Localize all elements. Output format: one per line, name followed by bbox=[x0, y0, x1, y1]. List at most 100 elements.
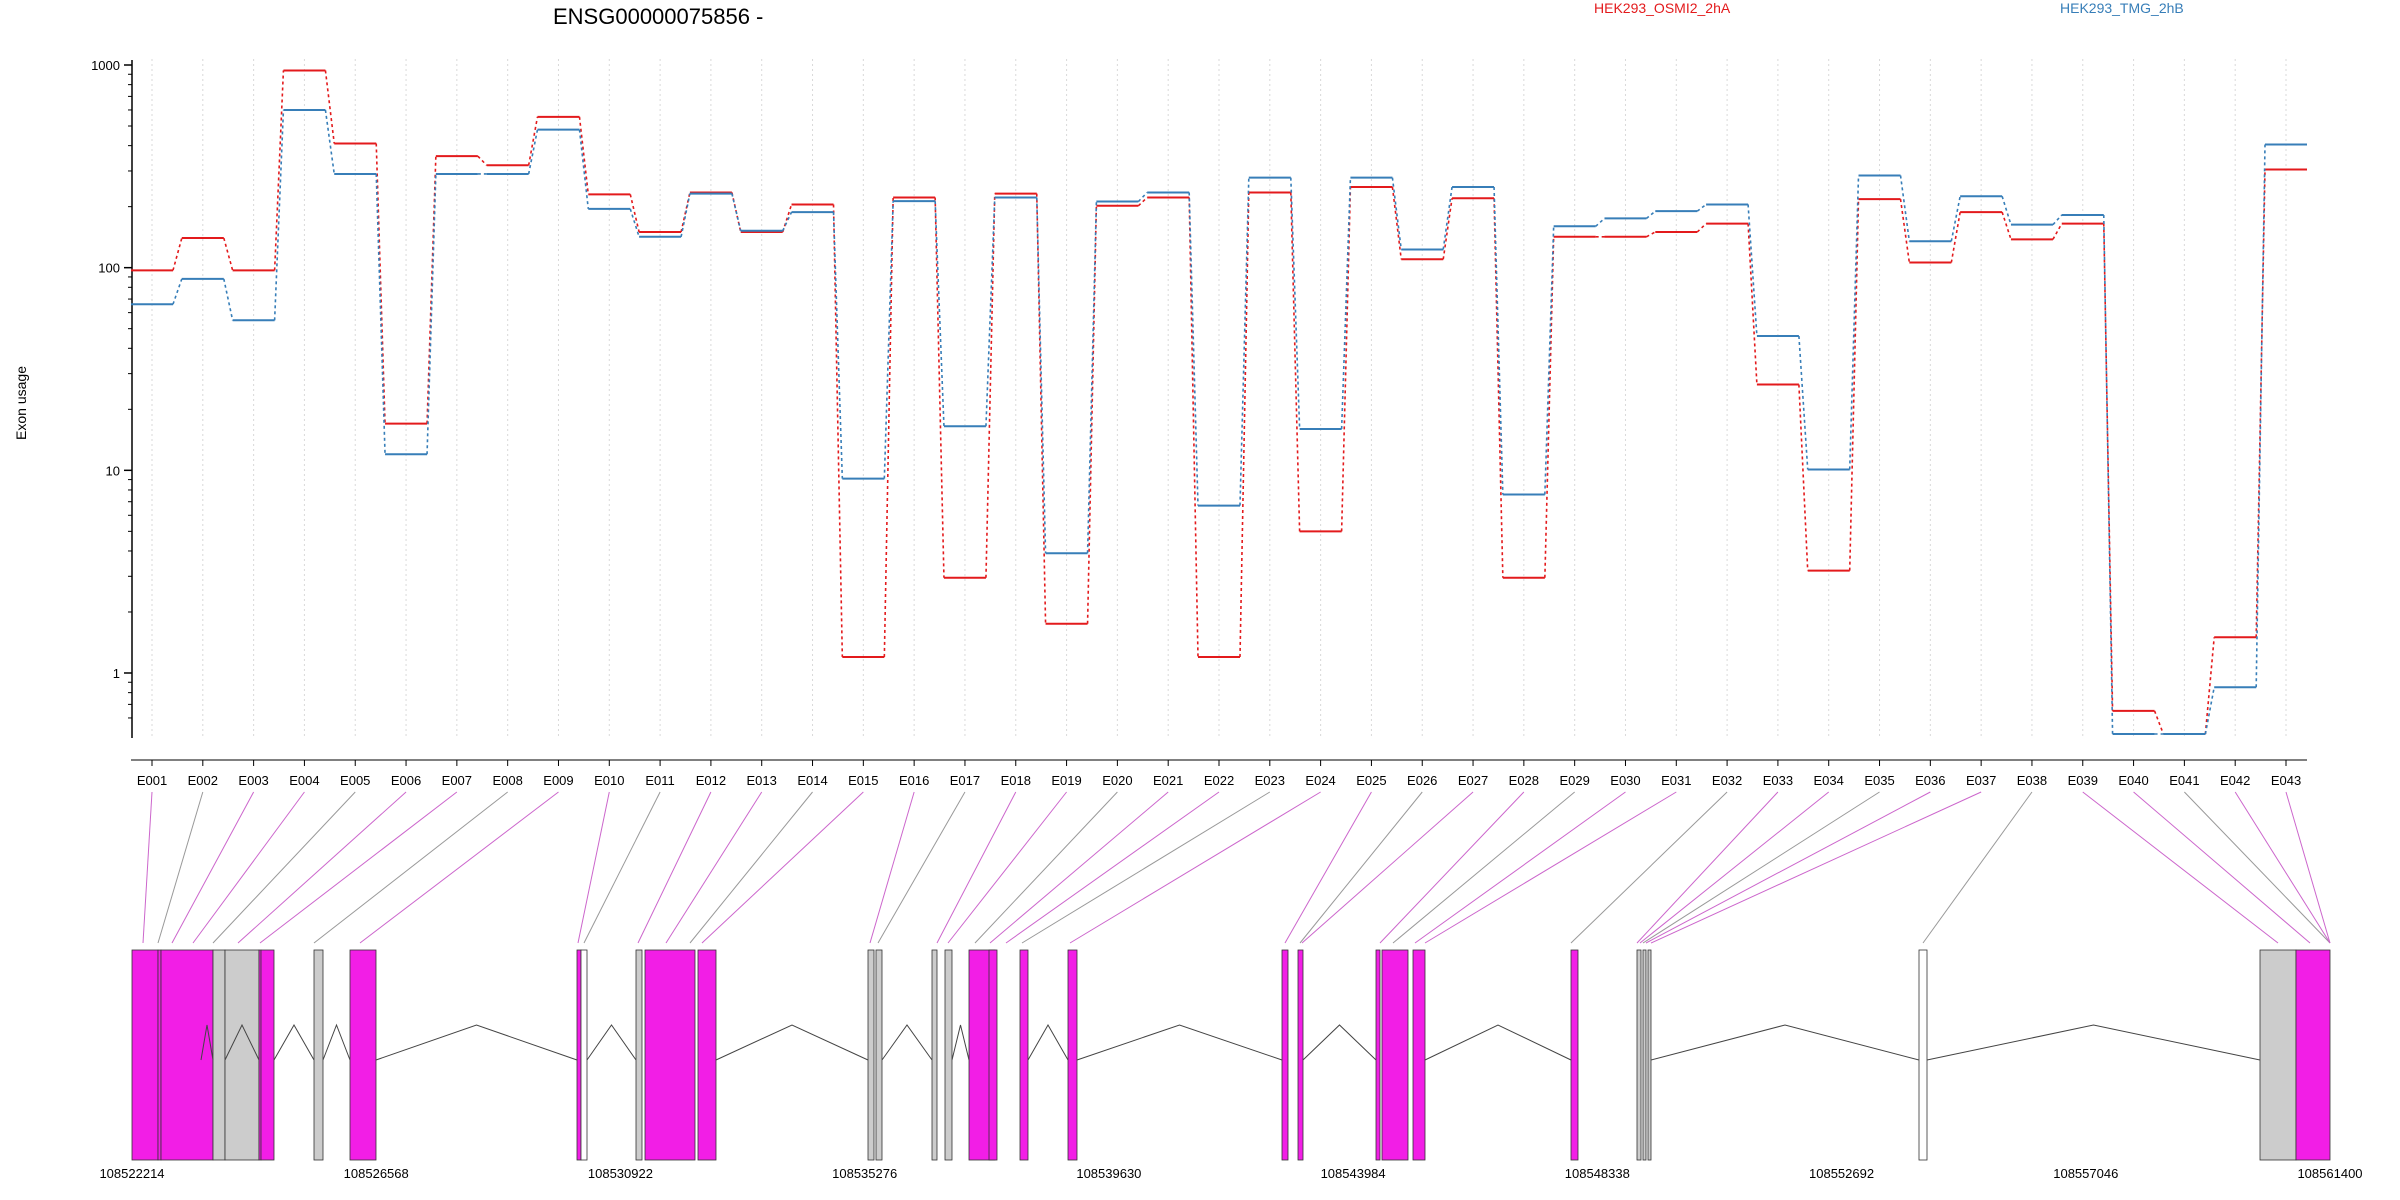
connector-E017 bbox=[877, 791, 966, 944]
connector-E029 bbox=[1392, 791, 1575, 944]
coordinate-label-108535276: 108535276 bbox=[832, 1166, 897, 1181]
intron-line bbox=[1926, 1024, 2261, 1061]
connector-E001 bbox=[142, 791, 153, 944]
intron-line bbox=[273, 1023, 315, 1061]
connector-E028 bbox=[1379, 791, 1525, 944]
x-tick-label-E008: E008 bbox=[492, 773, 522, 788]
x-tick-label-E042: E042 bbox=[2220, 773, 2250, 788]
connector-E038 bbox=[1922, 791, 2033, 944]
x-tick-label-E032: E032 bbox=[1712, 773, 1742, 788]
connector-E019 bbox=[947, 791, 1067, 944]
connector-E022 bbox=[1005, 791, 1220, 944]
y-tick-label-100: 100 bbox=[98, 261, 120, 276]
connector-E015 bbox=[701, 791, 864, 944]
connector-E007 bbox=[259, 791, 458, 944]
series-1-connector-line bbox=[172, 70, 2266, 735]
x-tick-label-E015: E015 bbox=[848, 773, 878, 788]
x-tick-label-E012: E012 bbox=[696, 773, 726, 788]
exon-box bbox=[157, 949, 162, 1161]
connector-E031 bbox=[1424, 791, 1677, 944]
intron-line bbox=[951, 1024, 970, 1061]
x-tick-label-E041: E041 bbox=[2169, 773, 2199, 788]
connector-E041 bbox=[2184, 791, 2331, 944]
x-tick-label-E027: E027 bbox=[1458, 773, 1488, 788]
connector-E034 bbox=[1639, 791, 1830, 944]
gene-model bbox=[131, 949, 2331, 1161]
x-tick-label-E001: E001 bbox=[137, 773, 167, 788]
x-tick-label-E010: E010 bbox=[594, 773, 624, 788]
connector-E009 bbox=[359, 791, 559, 944]
connector-E004 bbox=[192, 791, 305, 944]
intron-line bbox=[1302, 1024, 1377, 1061]
connector-E033 bbox=[1636, 791, 1779, 944]
intron-line bbox=[200, 1024, 214, 1061]
y-tick-label-1000: 1000 bbox=[91, 58, 120, 73]
series-lines bbox=[131, 69, 2307, 735]
exon-connectors bbox=[142, 791, 2331, 944]
x-tick-label-E018: E018 bbox=[1001, 773, 1031, 788]
exon-box bbox=[349, 949, 377, 1161]
coordinate-label-108548338: 108548338 bbox=[1565, 1166, 1630, 1181]
exon-box bbox=[875, 949, 883, 1161]
exon-box bbox=[1297, 949, 1304, 1161]
exon-box bbox=[1918, 949, 1928, 1161]
exon-box bbox=[697, 949, 717, 1161]
x-tick-label-E004: E004 bbox=[289, 773, 319, 788]
x-tick-label-E005: E005 bbox=[340, 773, 370, 788]
coordinate-label-108530922: 108530922 bbox=[588, 1166, 653, 1181]
x-tick-label-E017: E017 bbox=[950, 773, 980, 788]
connector-E013 bbox=[665, 791, 763, 944]
intron-line bbox=[1650, 1024, 1920, 1061]
connector-E026 bbox=[1299, 791, 1423, 944]
exon-box bbox=[580, 949, 588, 1161]
y-tick-label-10: 10 bbox=[106, 463, 120, 478]
connector-E011 bbox=[583, 791, 661, 944]
coordinate-label-108557046: 108557046 bbox=[2053, 1166, 2118, 1181]
exon-box bbox=[1570, 949, 1579, 1161]
genomic-coordinates: 108522214 108526568 108530922 108535276 1085… bbox=[99, 1166, 2362, 1181]
exon-box bbox=[931, 949, 938, 1161]
x-tick-label-E028: E028 bbox=[1509, 773, 1539, 788]
x-tick-label-E039: E039 bbox=[2068, 773, 2098, 788]
exon-box bbox=[1019, 949, 1029, 1161]
exon-box bbox=[1647, 949, 1652, 1161]
exon-box bbox=[212, 949, 226, 1161]
x-tick-label-E002: E002 bbox=[188, 773, 218, 788]
connector-E040 bbox=[2133, 791, 2311, 944]
connector-E005 bbox=[212, 791, 356, 944]
x-tick-label-E037: E037 bbox=[1966, 773, 1996, 788]
intron-line bbox=[1027, 1023, 1069, 1061]
connector-E006 bbox=[237, 791, 407, 944]
connector-E003 bbox=[171, 791, 255, 944]
coordinate-label-108561400: 108561400 bbox=[2297, 1166, 2362, 1181]
exon-box bbox=[131, 949, 159, 1161]
exon-box bbox=[1412, 949, 1426, 1161]
coordinate-label-108552692: 108552692 bbox=[1809, 1166, 1874, 1181]
vertical-gridlines bbox=[151, 59, 2287, 738]
x-tick-label-E011: E011 bbox=[645, 773, 674, 788]
intron-line bbox=[586, 1024, 637, 1061]
x-tick-label-E038: E038 bbox=[2017, 773, 2047, 788]
connector-E035 bbox=[1642, 791, 1880, 944]
x-tick-label-E016: E016 bbox=[899, 773, 929, 788]
intron-line bbox=[1076, 1024, 1283, 1061]
x-tick-label-E007: E007 bbox=[442, 773, 472, 788]
exon-box bbox=[1281, 949, 1289, 1161]
connector-E008 bbox=[313, 791, 508, 944]
exon-box bbox=[2259, 949, 2297, 1161]
x-tick-label-E043: E043 bbox=[2271, 773, 2301, 788]
coordinate-label-108526568: 108526568 bbox=[344, 1166, 409, 1181]
connector-E016 bbox=[869, 791, 915, 944]
connector-E021 bbox=[989, 791, 1169, 944]
coordinate-label-108539630: 108539630 bbox=[1076, 1166, 1141, 1181]
exon-box bbox=[2295, 949, 2331, 1161]
exon-box bbox=[160, 949, 214, 1161]
x-tick-label-E035: E035 bbox=[1864, 773, 1894, 788]
x-tick-label-E040: E040 bbox=[2118, 773, 2148, 788]
x-tick-label-E009: E009 bbox=[543, 773, 573, 788]
connector-E023 bbox=[1021, 791, 1271, 944]
x-axis-ticks: E001 E002 E003 E004 E005 E006 E007 E008 E009 E010… bbox=[131, 759, 2307, 788]
y-axis: 1 10 100 1000 bbox=[91, 58, 133, 738]
connector-E043 bbox=[2285, 791, 2331, 944]
